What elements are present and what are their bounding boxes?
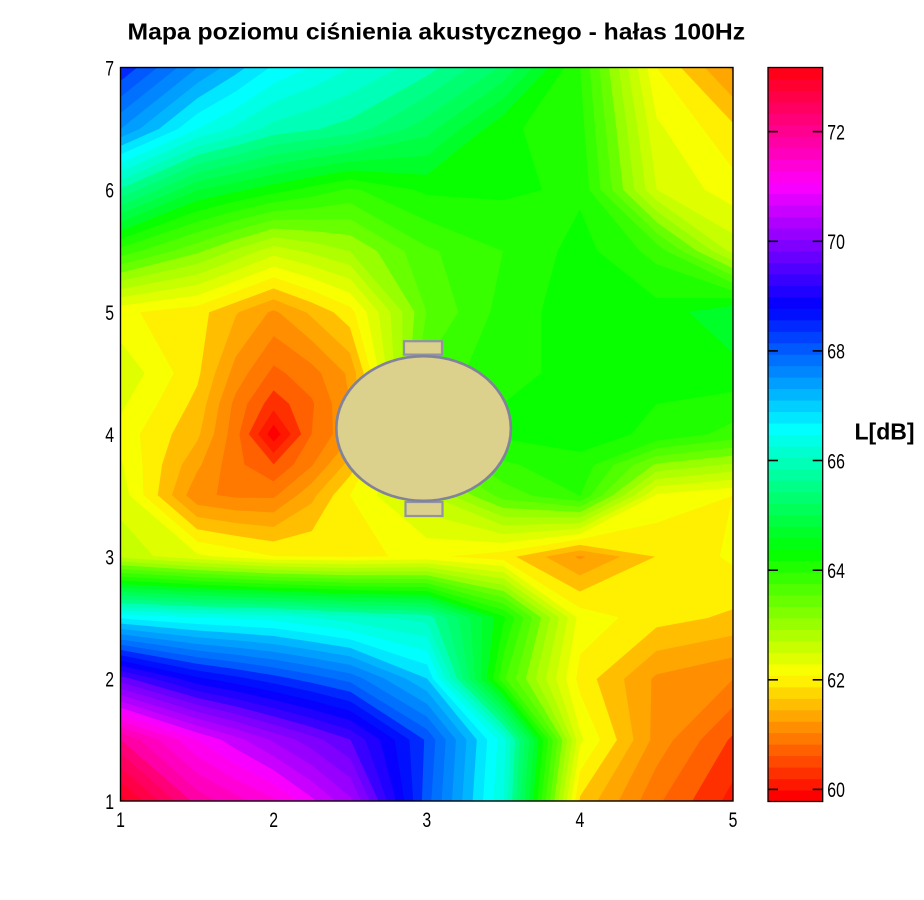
svg-text:2: 2 bbox=[269, 808, 278, 832]
svg-text:5: 5 bbox=[105, 301, 114, 325]
svg-text:4: 4 bbox=[105, 423, 114, 447]
svg-text:1: 1 bbox=[105, 790, 114, 814]
svg-text:Mapa poziomu ciśnienia akustyc: Mapa poziomu ciśnienia akustycznego - ha… bbox=[128, 19, 746, 45]
svg-text:5: 5 bbox=[729, 808, 738, 832]
svg-text:7: 7 bbox=[105, 56, 114, 80]
svg-text:68: 68 bbox=[827, 340, 845, 364]
svg-text:72: 72 bbox=[827, 120, 845, 144]
svg-text:2: 2 bbox=[105, 668, 114, 692]
svg-text:6: 6 bbox=[105, 179, 114, 203]
svg-text:60: 60 bbox=[827, 778, 845, 802]
svg-text:70: 70 bbox=[827, 230, 845, 254]
svg-text:62: 62 bbox=[827, 669, 845, 693]
svg-text:3: 3 bbox=[105, 545, 114, 569]
svg-text:3: 3 bbox=[422, 808, 431, 832]
svg-text:66: 66 bbox=[827, 449, 845, 473]
svg-text:1: 1 bbox=[116, 808, 125, 832]
svg-text:L[dB]: L[dB] bbox=[855, 419, 915, 445]
svg-text:4: 4 bbox=[576, 808, 585, 832]
svg-text:64: 64 bbox=[827, 559, 845, 583]
